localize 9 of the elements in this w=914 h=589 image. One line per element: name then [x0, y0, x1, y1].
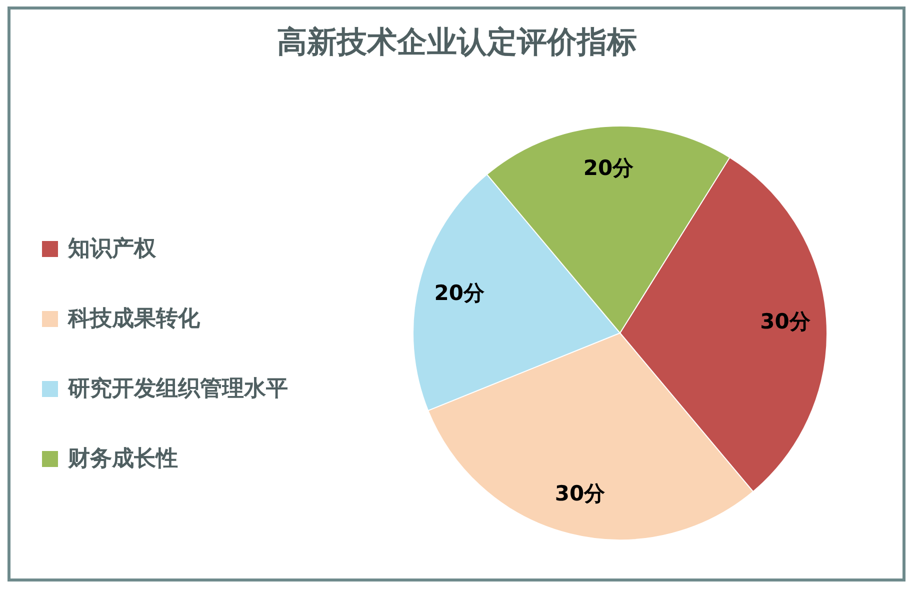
legend-label: 财务成长性: [67, 446, 178, 472]
data-label: 20分: [583, 156, 635, 180]
legend-label: 研究开发组织管理水平: [67, 376, 288, 402]
chart-title: 高新技术企业认定评价指标: [277, 25, 637, 60]
legend-label: 知识产权: [67, 236, 157, 262]
legend-label: 科技成果转化: [67, 306, 201, 332]
data-label: 30分: [760, 309, 812, 334]
data-label: 20分: [434, 280, 486, 305]
data-label: 30分: [554, 482, 606, 506]
